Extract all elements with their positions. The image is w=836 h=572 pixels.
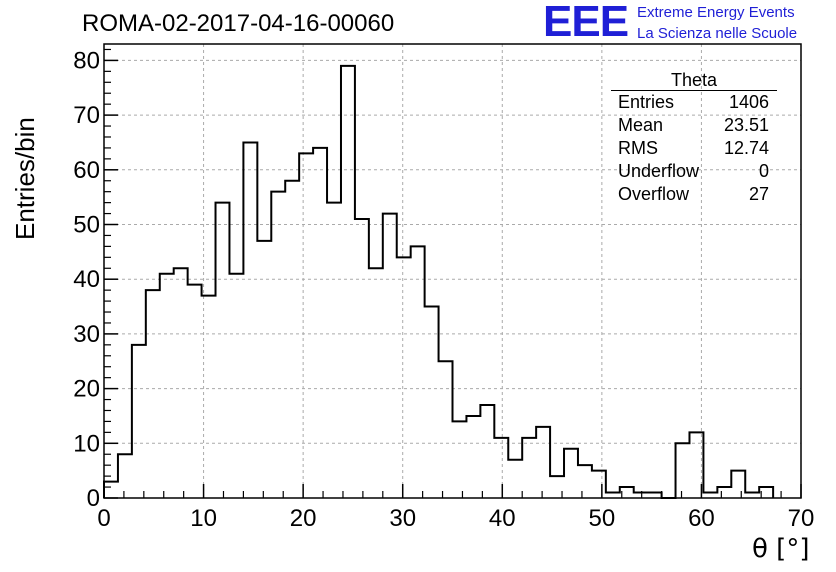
histogram-bin — [717, 487, 731, 498]
histogram-bin — [606, 493, 620, 498]
histogram-bin — [480, 405, 494, 498]
stats-label: Overflow — [618, 184, 690, 204]
histogram-bin — [439, 361, 453, 498]
stats-row-mean: Mean 23.51 — [611, 114, 777, 137]
y-tick-label: 40 — [73, 266, 100, 293]
stats-value: 0 — [758, 161, 769, 181]
stats-label: Underflow — [618, 161, 700, 181]
stats-value: 23.51 — [723, 115, 769, 135]
histogram-bin — [299, 153, 313, 498]
histogram-bin — [118, 454, 132, 498]
y-tick-label: 70 — [73, 102, 100, 129]
histogram-bin — [634, 493, 648, 498]
histogram-bin — [411, 246, 425, 498]
histogram-bin — [397, 257, 411, 498]
histogram-bin — [355, 219, 369, 498]
x-tick-label: 20 — [290, 505, 317, 532]
y-tick-label: 50 — [73, 212, 100, 239]
plot-frame — [103, 43, 802, 499]
logo-subtitle-line1: Extreme Energy Events — [637, 4, 795, 21]
histogram-bin — [146, 290, 160, 498]
histogram-bin — [271, 192, 285, 498]
histogram-bin — [508, 460, 522, 498]
y-tick-label: 80 — [73, 47, 100, 74]
histogram-bin — [327, 203, 341, 498]
histogram-bin — [285, 181, 299, 498]
axis-ticks — [103, 48, 802, 499]
histogram-bin — [132, 345, 146, 498]
y-tick-label: 20 — [73, 376, 100, 403]
histogram-bin — [104, 482, 118, 498]
stats-value: 27 — [748, 184, 769, 204]
histogram-bin — [731, 471, 745, 498]
histogram-bin — [745, 493, 759, 498]
histogram-bin — [676, 443, 690, 498]
histogram-bin — [383, 214, 397, 498]
x-tick-label: 0 — [97, 505, 110, 532]
stats-label: Entries — [618, 92, 675, 112]
y-tick-label: 10 — [73, 430, 100, 457]
histogram-bin — [466, 416, 480, 498]
histogram-bin — [703, 493, 717, 498]
y-axis-label-text: Entries/bin — [10, 117, 40, 240]
tick-labels: 0 10 20 30 40 50 60 70 0 10 20 30 40 50 60 70 80 — [73, 47, 814, 532]
y-tick-label: 0 — [87, 485, 100, 512]
histogram-bin — [592, 471, 606, 498]
x-tick-label: 70 — [788, 505, 815, 532]
histogram-bin — [453, 421, 467, 498]
stats-label: RMS — [618, 138, 658, 158]
x-tick-label: 40 — [489, 505, 516, 532]
stats-row-rms: RMS 12.74 — [611, 137, 777, 160]
histogram-bin — [648, 493, 662, 498]
x-tick-label: 60 — [688, 505, 715, 532]
histogram-bin — [536, 427, 550, 498]
histogram-bin — [174, 268, 188, 498]
x-tick-label: 50 — [589, 505, 616, 532]
histogram-bin — [494, 438, 508, 498]
histogram-bin — [313, 148, 327, 498]
histogram-bin — [243, 142, 257, 498]
stats-row-underflow: Underflow 0 — [611, 160, 777, 183]
run-title: ROMA-02-2017-04-16-00060 — [82, 10, 395, 37]
histogram-bin — [578, 465, 592, 498]
stats-box: Theta Entries 1406 Mean 23.51 RMS 12.74 Und… — [611, 70, 777, 206]
histogram-bin — [160, 274, 174, 498]
stats-value: 1406 — [728, 92, 769, 112]
x-tick-label: 30 — [389, 505, 416, 532]
histogram-bin — [188, 285, 202, 498]
x-axis-label: θ [°] — [752, 534, 810, 564]
stats-title: Theta — [611, 70, 777, 91]
stats-value: 12.74 — [723, 138, 769, 158]
histogram-bin — [564, 449, 578, 498]
histogram-bin — [341, 66, 355, 498]
histogram-bin — [257, 241, 271, 498]
logo-subtitle-line2: La Scienza nelle Scuole — [637, 25, 798, 42]
histogram-bin — [216, 203, 230, 498]
x-tick-label: 10 — [190, 505, 217, 532]
y-tick-label: 60 — [73, 157, 100, 184]
y-tick-label: 30 — [73, 321, 100, 348]
eee-logo: EEE — [543, 0, 629, 46]
histogram-bin — [522, 438, 536, 498]
stats-row-overflow: Overflow 27 — [611, 183, 777, 206]
histogram-bin — [425, 307, 439, 498]
stats-row-entries: Entries 1406 — [611, 91, 777, 114]
histogram-bin — [202, 296, 216, 498]
y-axis-label: Entries/bin — [6, 117, 46, 240]
histogram-bin — [229, 274, 243, 498]
histogram-bin — [369, 268, 383, 498]
stats-label: Mean — [618, 115, 664, 135]
